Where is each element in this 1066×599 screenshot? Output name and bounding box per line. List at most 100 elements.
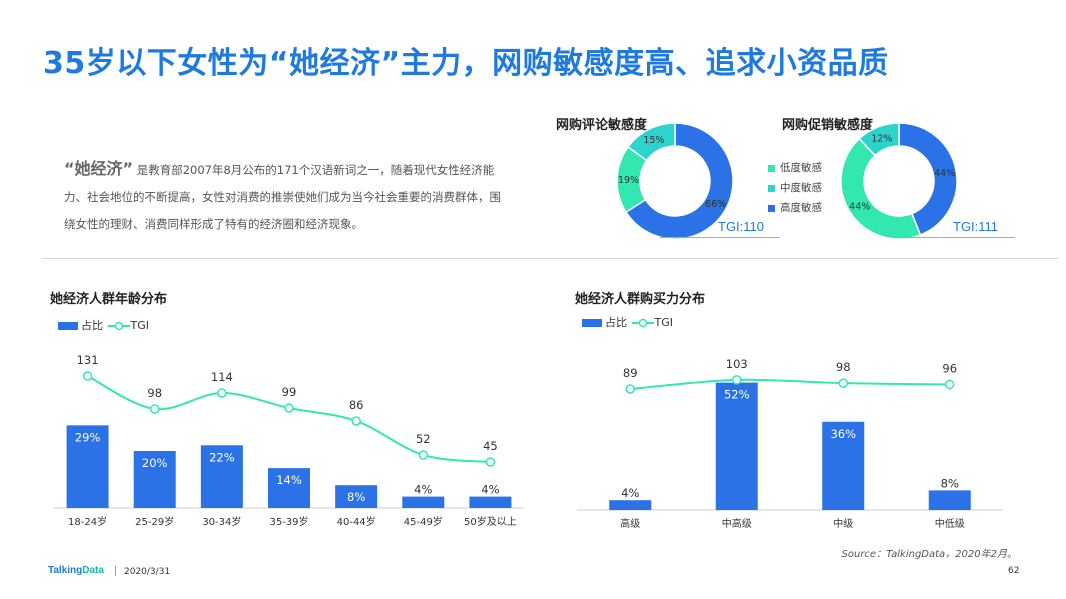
logo-part-a: Talking (48, 565, 83, 576)
legend-line-label: TGI (654, 316, 674, 329)
bar-value-label: 52% (724, 388, 750, 402)
legend-label-low: 低度敏感 (780, 162, 822, 174)
tgi-point (284, 403, 294, 413)
x-tick-label: 高级 (620, 517, 640, 530)
purchase-chart-legend: 占比 TGI (582, 314, 673, 330)
donut-promo-title: 网购促销敏感度 (782, 118, 874, 133)
bar (66, 425, 109, 508)
tgi-value-label: 96 (942, 361, 957, 375)
donut-slice (840, 137, 922, 240)
logo-part-b: Data (82, 565, 104, 576)
tgi-point (625, 384, 635, 394)
tgi-point (485, 457, 496, 467)
tgi-point (838, 378, 848, 388)
tgi-point (217, 388, 227, 398)
age-chart-title: 她经济人群年龄分布 (50, 292, 168, 307)
donut-comment-chart: 66% 19% 15% (616, 122, 734, 240)
donut-comment-tgi-underline (660, 237, 780, 238)
bar (715, 382, 758, 510)
intro-paragraph: “她经济” 是教育部2007年8月公布的171个汉语新词之一，随着现代女性经济能… (64, 155, 504, 238)
legend-bar-label: 占比 (81, 319, 103, 332)
legend-line-label: TGI (130, 319, 150, 332)
legend-swatch-low (768, 164, 775, 172)
donut-slice-label: 12% (871, 133, 892, 144)
x-tick-label: 40-44岁 (337, 515, 376, 528)
bar (469, 496, 512, 508)
x-tick-label: 中低级 (935, 517, 965, 530)
donut-promo-tgi-underline (895, 237, 1015, 238)
tgi-value-label: 98 (147, 386, 162, 400)
legend-swatch-mid (768, 184, 775, 192)
x-tick-label: 50岁及以上 (464, 515, 517, 528)
bar-value-label: 22% (209, 450, 235, 464)
donut-slice-label: 66% (705, 199, 726, 210)
legend-high: 高度敏感 (768, 200, 822, 220)
tgi-value-label: 89 (623, 366, 638, 380)
legend-swatch-high (768, 204, 775, 212)
legend-low: 低度敏感 (768, 160, 822, 180)
legend-bar-swatch (58, 322, 78, 330)
bar-value-label: 8% (941, 476, 959, 490)
bar (335, 485, 378, 508)
talkingdata-logo: TalkingData (48, 565, 104, 576)
purchase-chart-title: 她经济人群购买力分布 (575, 292, 706, 307)
donut-slice (627, 122, 676, 162)
page-number: 62 (1008, 566, 1020, 576)
tgi-point (351, 416, 361, 426)
donut-comment-tgi: TGI:110 (718, 219, 765, 234)
x-tick-label: 30-34岁 (202, 515, 241, 528)
intro-text: 是教育部2007年8月公布的171个汉语新词之一，随着现代女性经济能力、社会地位… (64, 163, 501, 231)
legend-mid: 中度敏感 (768, 180, 822, 200)
source-note: Source：TalkingData，2020年2月。 (841, 549, 1017, 560)
legend-line-swatch (631, 318, 654, 328)
footer-date: 2020/3/31 (124, 567, 171, 577)
donut-slice (858, 122, 900, 157)
tgi-value-label: 114 (211, 370, 233, 384)
footer-separator (115, 566, 116, 576)
donut-promo-tgi: TGI:111 (953, 219, 999, 234)
x-tick-label: 25-29岁 (135, 515, 174, 528)
donut-legend: 低度敏感 中度敏感 高度敏感 (768, 160, 822, 220)
tgi-point (945, 379, 955, 390)
bar (928, 490, 971, 510)
bar-value-label: 4% (414, 483, 432, 497)
intro-lead: “她经济” (64, 159, 134, 178)
bar (133, 451, 176, 508)
legend-bar-label: 占比 (605, 316, 627, 329)
x-tick-label: 中级 (833, 517, 853, 530)
tgi-value-label: 98 (836, 360, 851, 374)
bar (268, 468, 310, 508)
tgi-point (732, 375, 742, 385)
donut-slice-label: 44% (849, 201, 870, 212)
bar (609, 500, 652, 510)
purchase-chart: 4% 高级 52% 中高级 36% 中级 8% 中低级 89 103 98 96 (577, 357, 1003, 530)
donut-slice-label: 15% (643, 135, 664, 146)
donut-slice (624, 122, 734, 240)
legend-line-swatch (107, 321, 130, 331)
tgi-value-label: 131 (77, 353, 99, 367)
tgi-point (418, 450, 429, 460)
legend-bar-swatch (582, 319, 602, 327)
donut-slice (898, 122, 958, 236)
bar (822, 421, 865, 510)
donut-slice-label: 19% (618, 175, 639, 186)
bar-value-label: 4% (481, 483, 499, 497)
tgi-point (149, 404, 160, 414)
bar-value-label: 29% (75, 430, 101, 444)
page-title: 35岁以下女性为“她经济”主力，网购敏感度高、追求小资品质 (43, 46, 889, 81)
legend-label-mid: 中度敏感 (780, 182, 822, 194)
legend-label-high: 高度敏感 (780, 202, 822, 214)
tgi-value-label: 99 (282, 385, 297, 399)
tgi-value-label: 52 (416, 432, 431, 446)
tgi-value-label: 45 (483, 439, 498, 453)
donut-promo-chart: 44% 44% 12% (840, 122, 958, 240)
bar-value-label: 4% (621, 486, 639, 500)
bar-value-label: 8% (347, 490, 365, 504)
donut-slice-label: 44% (934, 168, 955, 179)
bar (402, 496, 445, 508)
donut-comment-title: 网购评论敏感度 (556, 118, 648, 133)
bar (200, 445, 243, 508)
tgi-value-label: 86 (349, 398, 364, 412)
x-tick-label: 35-39岁 (269, 515, 308, 528)
age-chart-legend: 占比 TGI (58, 317, 149, 333)
